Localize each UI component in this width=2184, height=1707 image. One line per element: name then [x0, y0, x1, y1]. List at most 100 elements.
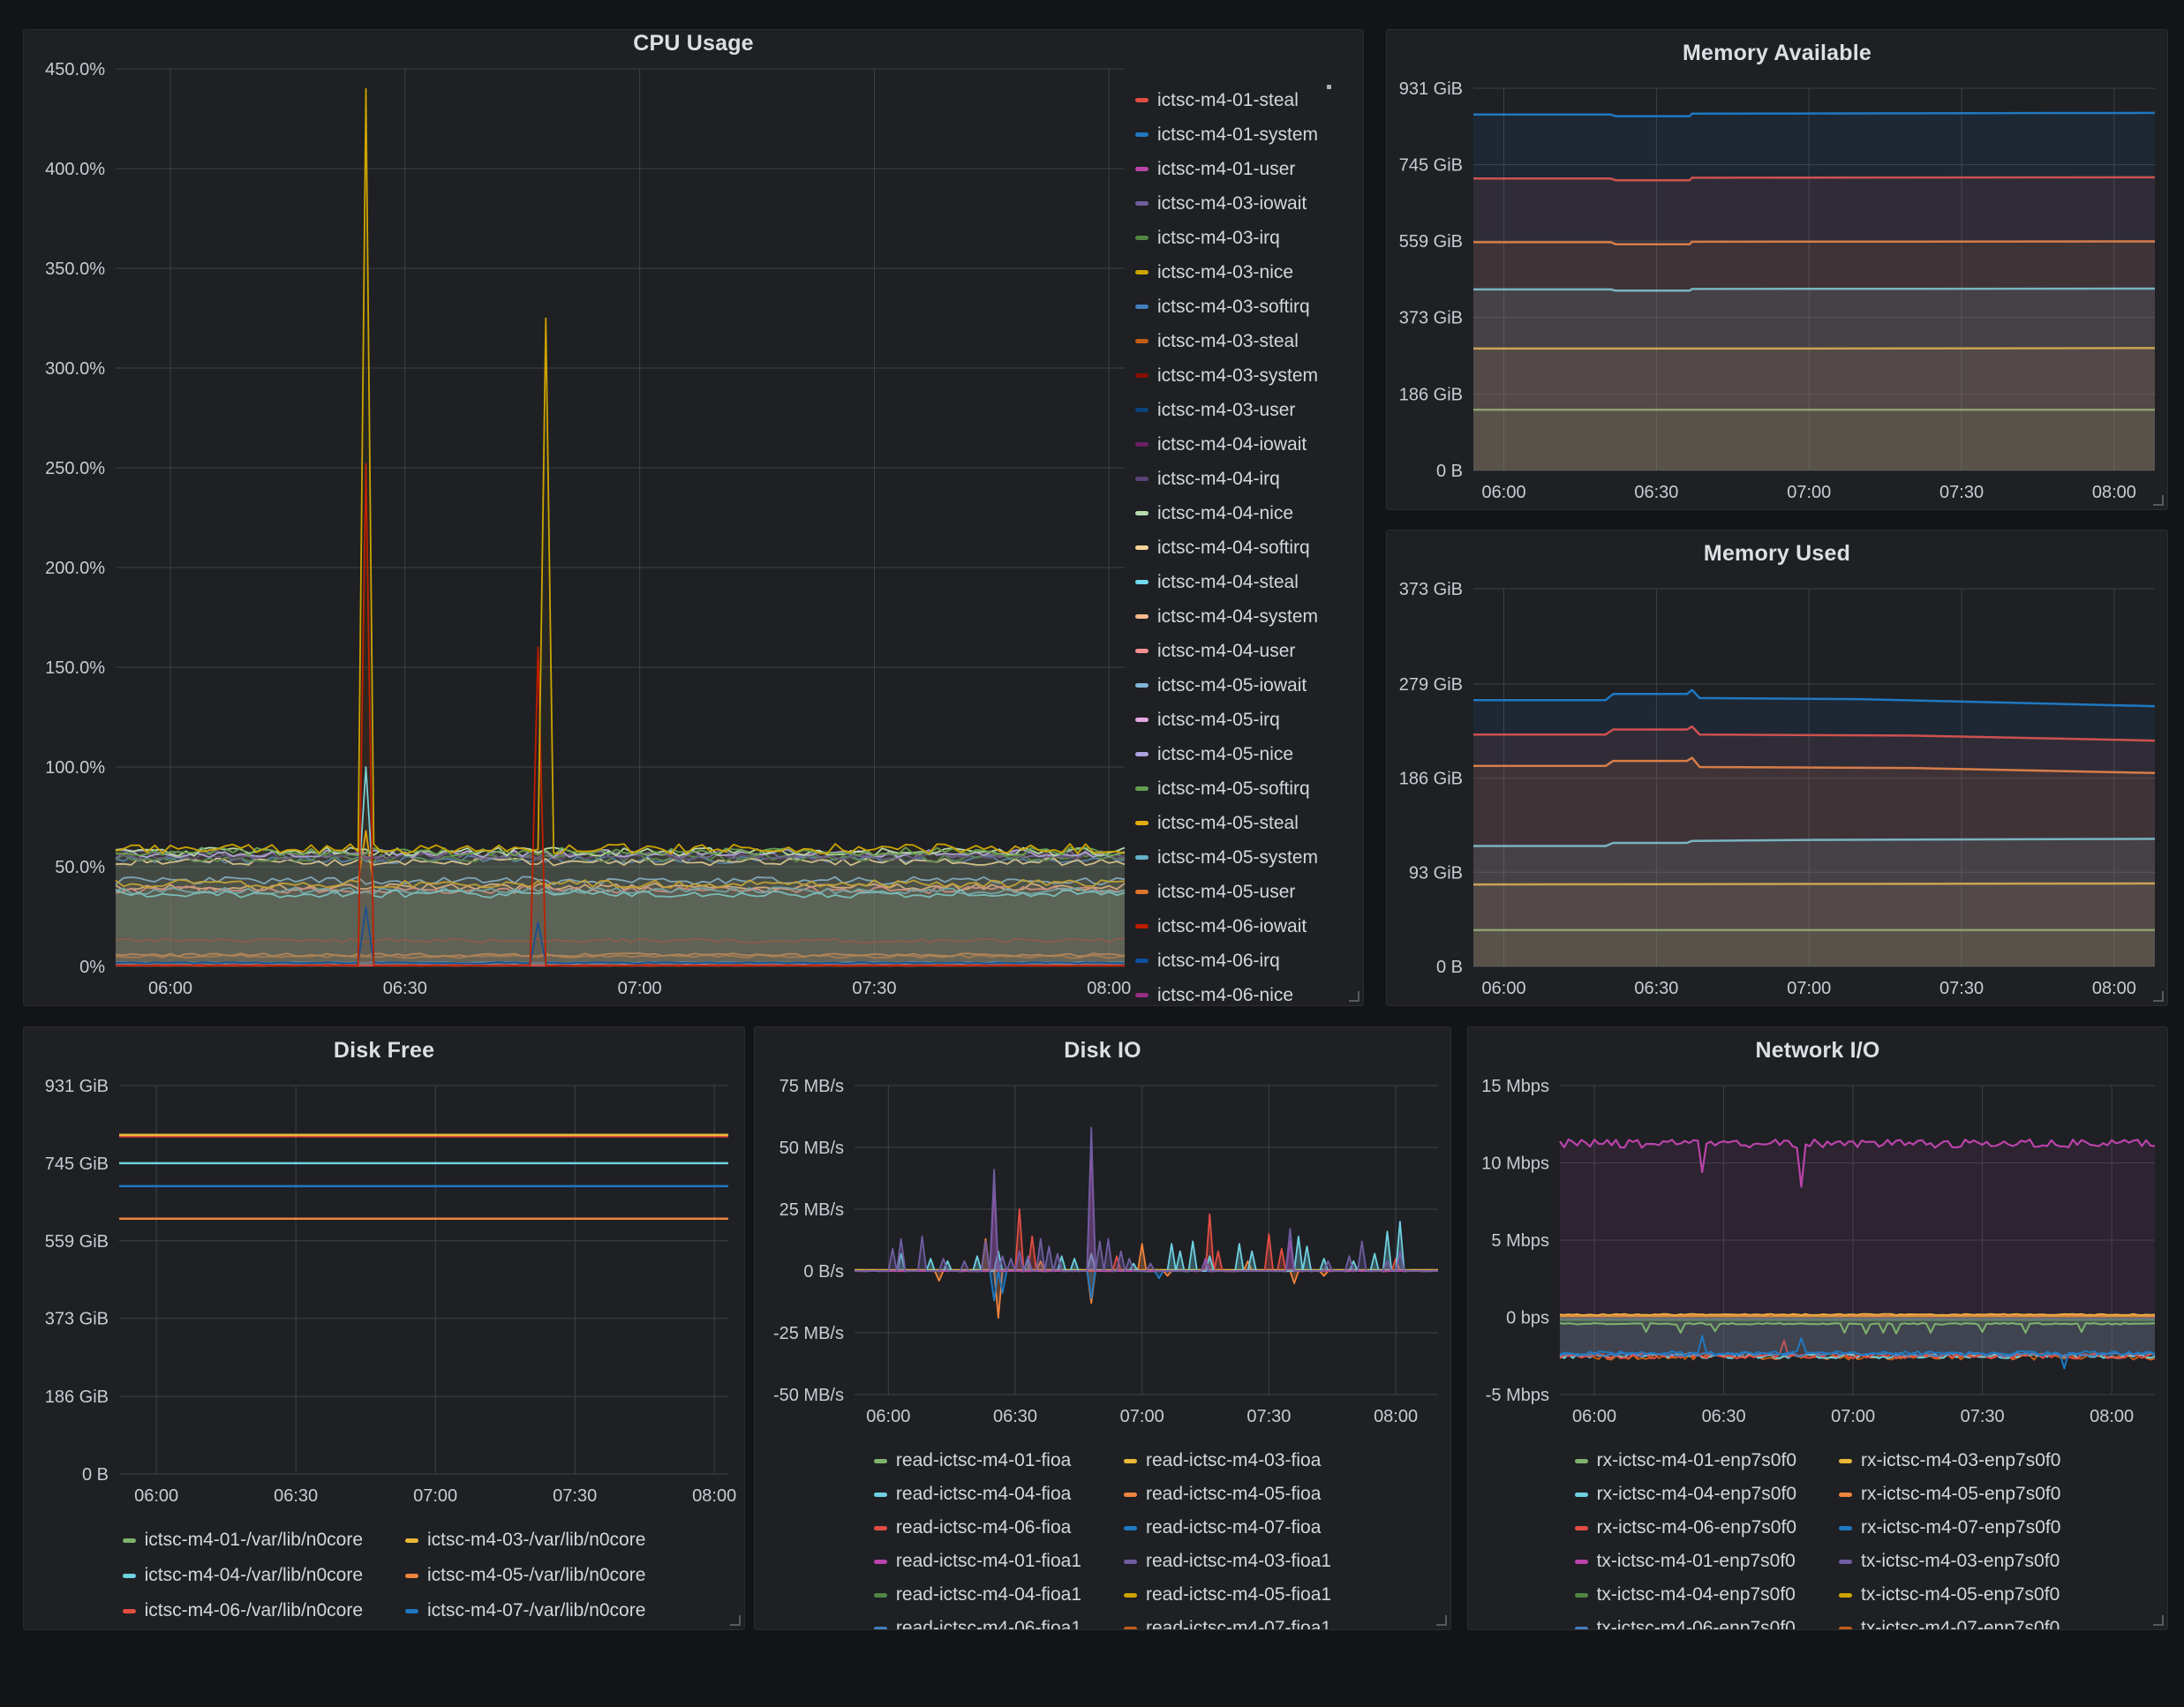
legend-series-swatch	[1839, 1493, 1852, 1497]
legend-item[interactable]: read-ictsc-m4-04-fioa1	[874, 1578, 1081, 1612]
panel-title-memory-used[interactable]: Memory Used	[1704, 541, 1850, 567]
legend-item[interactable]: read-ictsc-m4-07-fioa1	[1124, 1612, 1331, 1629]
legend-item[interactable]: tx-ictsc-m4-06-enp7s0f0	[1575, 1612, 1796, 1629]
legend-item[interactable]: ictsc-m4-05-irq	[1135, 703, 1363, 737]
x-axis-tick-label: 08:00	[2092, 979, 2136, 998]
legend-item[interactable]: ictsc-m4-04-user	[1135, 634, 1363, 668]
legend-item[interactable]: ictsc-m4-06-irq	[1135, 944, 1363, 978]
legend-item[interactable]: ictsc-m4-03-system	[1135, 358, 1363, 393]
panel-memory-available: Memory Available 931 GiB745 GiB559 GiB37…	[1386, 29, 2168, 510]
legend-series-swatch	[123, 1538, 136, 1543]
panel-resize-handle[interactable]	[2153, 991, 2164, 1002]
disk-free-chart[interactable]: 931 GiB745 GiB559 GiB373 GiB186 GiB0 B06…	[24, 1073, 744, 1513]
legend-item[interactable]: read-ictsc-m4-03-fioa	[1124, 1444, 1331, 1478]
legend-item[interactable]: ictsc-m4-04-/var/lib/n0core	[123, 1559, 363, 1592]
legend-item[interactable]: ictsc-m4-01-system	[1135, 117, 1363, 152]
legend-scrollbar-thumb[interactable]	[1327, 85, 1331, 89]
legend-series-label: ictsc-m4-03-nice	[1157, 262, 1293, 283]
legend-item[interactable]: ictsc-m4-03-user	[1135, 393, 1363, 427]
panel-title-disk-io[interactable]: Disk IO	[1064, 1038, 1141, 1064]
legend-item[interactable]: ictsc-m4-06-/var/lib/n0core	[123, 1594, 363, 1628]
legend-item[interactable]: read-ictsc-m4-01-fioa1	[874, 1545, 1081, 1578]
memory-used-chart[interactable]: 373 GiB279 GiB186 GiB93 GiB0 B06:0006:30…	[1387, 576, 2167, 1005]
disk-io-chart[interactable]: 75 MB/s50 MB/s25 MB/s0 B/s-25 MB/s-50 MB…	[755, 1073, 1450, 1433]
x-axis-tick-label: 08:00	[2090, 1407, 2134, 1426]
legend-series-label: ictsc-m4-05-softirq	[1157, 778, 1310, 800]
legend-series-swatch	[1575, 1627, 1588, 1630]
cpu-usage-chart[interactable]: 450.0%400.0%350.0%300.0%250.0%200.0%150.…	[24, 56, 1135, 1005]
legend-item[interactable]: ictsc-m4-01-user	[1135, 152, 1363, 186]
panel-resize-handle[interactable]	[730, 1615, 741, 1626]
legend-item[interactable]: read-ictsc-m4-03-fioa1	[1124, 1545, 1331, 1578]
network-io-chart[interactable]: 15 Mbps10 Mbps5 Mbps0 bps-5 Mbps06:0006:…	[1468, 1073, 2167, 1433]
panel-title-memory-available[interactable]: Memory Available	[1683, 41, 1871, 66]
legend-series-swatch	[874, 1627, 887, 1630]
legend-item[interactable]: read-ictsc-m4-07-fioa	[1124, 1511, 1331, 1545]
panel-resize-handle[interactable]	[2153, 1615, 2164, 1626]
legend-item[interactable]: ictsc-m4-05-nice	[1135, 737, 1363, 771]
legend-item[interactable]: ictsc-m4-04-irq	[1135, 462, 1363, 496]
legend-series-label: read-ictsc-m4-04-fioa	[896, 1484, 1071, 1505]
legend-series-label: ictsc-m4-03-softirq	[1157, 297, 1310, 318]
legend-item[interactable]: read-ictsc-m4-05-fioa1	[1124, 1578, 1331, 1612]
panel-header: CPU Usage	[24, 30, 1363, 56]
legend-item[interactable]: ictsc-m4-05-system	[1135, 840, 1363, 875]
legend-item[interactable]: read-ictsc-m4-06-fioa1	[874, 1612, 1081, 1629]
legend-series-label: ictsc-m4-05-user	[1157, 882, 1295, 903]
legend-item[interactable]: ictsc-m4-07-/var/lib/n0core	[405, 1594, 645, 1628]
legend-item[interactable]: ictsc-m4-05-steal	[1135, 806, 1363, 840]
panel-title-cpu-usage[interactable]: CPU Usage	[633, 31, 754, 56]
panel-resize-handle[interactable]	[1436, 1615, 1447, 1626]
series-area-read-ictsc-m4-05-fioa	[855, 1239, 1438, 1319]
legend-series-swatch	[123, 1609, 136, 1613]
legend-item[interactable]: tx-ictsc-m4-07-enp7s0f0	[1839, 1612, 2060, 1629]
legend-item[interactable]: tx-ictsc-m4-03-enp7s0f0	[1839, 1545, 2060, 1578]
legend-item[interactable]: ictsc-m4-03-steal	[1135, 324, 1363, 358]
legend-series-swatch	[1135, 683, 1148, 688]
panel-title-network-io[interactable]: Network I/O	[1755, 1038, 1879, 1064]
legend-item[interactable]: ictsc-m4-03-iowait	[1135, 186, 1363, 221]
panel-resize-handle[interactable]	[2153, 495, 2164, 506]
legend-item[interactable]: ictsc-m4-03-softirq	[1135, 290, 1363, 324]
legend-series-label: ictsc-m4-05-steal	[1157, 813, 1299, 834]
legend-item[interactable]: ictsc-m4-04-softirq	[1135, 530, 1363, 565]
legend-item[interactable]: tx-ictsc-m4-01-enp7s0f0	[1575, 1545, 1796, 1578]
legend-item[interactable]: ictsc-m4-04-iowait	[1135, 427, 1363, 462]
legend-item[interactable]: rx-ictsc-m4-07-enp7s0f0	[1839, 1511, 2060, 1545]
panel-title-disk-free[interactable]: Disk Free	[334, 1038, 434, 1064]
legend-item[interactable]: rx-ictsc-m4-04-enp7s0f0	[1575, 1478, 1796, 1511]
legend-item[interactable]: rx-ictsc-m4-05-enp7s0f0	[1839, 1478, 2060, 1511]
legend-item[interactable]: ictsc-m4-05-user	[1135, 875, 1363, 909]
legend-item[interactable]: ictsc-m4-03-irq	[1135, 221, 1363, 255]
legend-series-swatch	[874, 1493, 887, 1497]
legend-item[interactable]: ictsc-m4-03-/var/lib/n0core	[405, 1523, 645, 1557]
y-axis-tick-label: 350.0%	[45, 259, 105, 279]
legend-item[interactable]: ictsc-m4-03-nice	[1135, 255, 1363, 290]
panel-resize-handle[interactable]	[1349, 991, 1359, 1002]
legend-item[interactable]: ictsc-m4-01-/var/lib/n0core	[123, 1523, 363, 1557]
legend-series-swatch	[874, 1459, 887, 1463]
memory-available-chart[interactable]: 931 GiB745 GiB559 GiB373 GiB186 GiB0 B06…	[1387, 76, 2167, 509]
legend-item[interactable]: ictsc-m4-04-nice	[1135, 496, 1363, 530]
legend-item[interactable]: read-ictsc-m4-05-fioa	[1124, 1478, 1331, 1511]
legend-item[interactable]: ictsc-m4-05-/var/lib/n0core	[405, 1559, 645, 1592]
legend-item[interactable]: ictsc-m4-04-steal	[1135, 565, 1363, 599]
legend-item[interactable]: tx-ictsc-m4-04-enp7s0f0	[1575, 1578, 1796, 1612]
legend-item[interactable]: ictsc-m4-05-iowait	[1135, 668, 1363, 703]
legend-item[interactable]: rx-ictsc-m4-01-enp7s0f0	[1575, 1444, 1796, 1478]
legend-item[interactable]: ictsc-m4-06-iowait	[1135, 909, 1363, 944]
legend-item[interactable]: ictsc-m4-06-nice	[1135, 978, 1363, 1005]
legend-series-label: ictsc-m4-03-user	[1157, 400, 1295, 421]
legend-item[interactable]: read-ictsc-m4-01-fioa	[874, 1444, 1081, 1478]
legend-item[interactable]: read-ictsc-m4-06-fioa	[874, 1511, 1081, 1545]
series-line-read-ictsc-m4-01-fioa1	[855, 1142, 1438, 1271]
legend-item[interactable]: read-ictsc-m4-04-fioa	[874, 1478, 1081, 1511]
series-area-ictsc-m4-07	[1473, 690, 2155, 966]
legend-item[interactable]: ictsc-m4-05-softirq	[1135, 771, 1363, 806]
cpu-legend: ictsc-m4-01-stealictsc-m4-01-systemictsc…	[1135, 56, 1363, 1005]
y-axis-tick-label: 0%	[79, 958, 105, 977]
legend-item[interactable]: ictsc-m4-04-system	[1135, 599, 1363, 634]
legend-item[interactable]: tx-ictsc-m4-05-enp7s0f0	[1839, 1578, 2060, 1612]
legend-item[interactable]: rx-ictsc-m4-03-enp7s0f0	[1839, 1444, 2060, 1478]
legend-item[interactable]: rx-ictsc-m4-06-enp7s0f0	[1575, 1511, 1796, 1545]
